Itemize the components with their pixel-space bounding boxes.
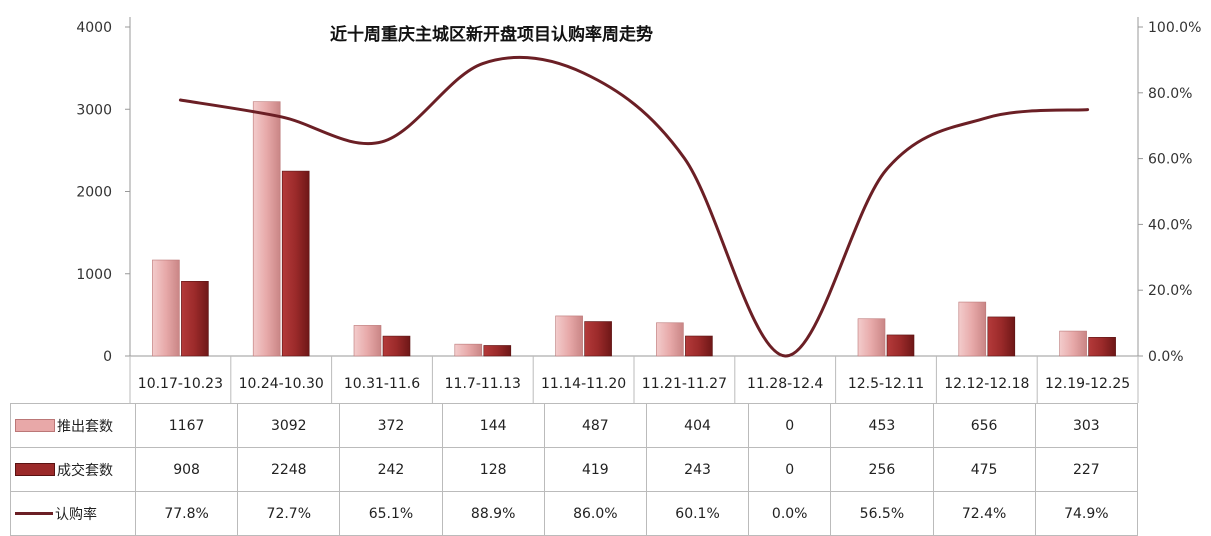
legend-swatch [15, 463, 55, 476]
bar-成交套数 [181, 281, 209, 357]
right-tick-label: 100.0% [1148, 20, 1201, 36]
table-row: 成交套数 908 2248 242 128 419 243 0 256 475 227 [10, 447, 1139, 492]
table-row: 推出套数 1167 3092 372 144 487 404 0 453 656 303 [10, 403, 1139, 448]
data-label: 60.1% [645, 491, 750, 536]
bar-成交套数 [584, 321, 612, 357]
data-label: 256 [830, 447, 934, 492]
bar-推出套数 [1059, 330, 1087, 357]
category-label: 11.21-11.27 [642, 376, 727, 392]
data-label: 86.0% [543, 491, 647, 536]
data-label: 72.7% [237, 491, 341, 536]
legend-swatch [15, 512, 53, 515]
category-label: 10.24-10.30 [239, 376, 324, 392]
bar-成交套数 [1088, 337, 1116, 357]
left-tick-label: 1000 [76, 267, 112, 283]
bar-推出套数 [656, 322, 684, 357]
category-label: 10.17-10.23 [138, 376, 223, 392]
right-tick-label: 60.0% [1148, 152, 1192, 168]
left-tick-label: 2000 [76, 185, 112, 201]
right-tick-label: 40.0% [1148, 217, 1192, 233]
data-label: 77.8% [134, 491, 239, 536]
data-label: 227 [1034, 447, 1139, 492]
legend-cell: 成交套数 [10, 447, 136, 492]
chart-plot: 0 1000 2000 3000 4000 0.0% 20.0% 40.0% 60.0% 80.0… [76, 17, 1201, 403]
category-label: 11.7-11.13 [445, 376, 521, 392]
data-label: 65.1% [339, 491, 443, 536]
data-label: 303 [1034, 403, 1139, 448]
data-label: 243 [645, 447, 750, 492]
data-label: 0 [748, 447, 832, 492]
bar-推出套数 [152, 259, 180, 357]
legend-swatch [15, 419, 55, 432]
data-label: 487 [543, 403, 647, 448]
bar-推出套数 [454, 343, 483, 357]
data-label: 0 [748, 403, 832, 448]
left-tick-label: 0 [103, 349, 112, 365]
legend-cell: 认购率 [10, 491, 136, 536]
data-label: 0.0% [748, 491, 832, 536]
category-label: 12.5-12.11 [848, 376, 924, 392]
bar-成交套数 [987, 316, 1016, 357]
data-label: 656 [932, 403, 1036, 448]
data-label: 404 [645, 403, 750, 448]
legend-cell: 推出套数 [10, 403, 136, 448]
data-label: 144 [441, 403, 545, 448]
data-label: 475 [932, 447, 1036, 492]
bar-推出套数 [857, 318, 886, 357]
bar-成交套数 [281, 170, 310, 357]
bar-成交套数 [483, 345, 512, 357]
left-tick-label: 3000 [76, 102, 112, 118]
table-row: 认购率 77.8% 72.7% 65.1% 88.9% 86.0% 60.1% 0.0% 56.… [10, 491, 1139, 536]
data-label: 72.4% [932, 491, 1036, 536]
data-label: 242 [339, 447, 443, 492]
category-label: 12.19-12.25 [1045, 376, 1130, 392]
bar-成交套数 [886, 334, 915, 357]
bar-推出套数 [555, 315, 583, 357]
left-tick-label: 4000 [76, 20, 112, 36]
line-认购率 [178, 55, 1090, 358]
data-label: 2248 [237, 447, 341, 492]
bar-推出套数 [252, 101, 281, 357]
category-label: 11.28-12.4 [747, 376, 823, 392]
chart-title: 近十周重庆主城区新开盘项目认购率周走势 [330, 25, 653, 45]
data-label: 1167 [134, 403, 239, 448]
right-tick-label: 20.0% [1148, 283, 1192, 299]
bar-成交套数 [685, 335, 713, 357]
data-label: 453 [830, 403, 934, 448]
data-label: 419 [543, 447, 647, 492]
data-table: 推出套数 1167 3092 372 144 487 404 0 453 656 303 成交套数 90… [10, 403, 1139, 536]
data-label: 908 [134, 447, 239, 492]
data-label: 74.9% [1034, 491, 1139, 536]
legend-label: 成交套数 [57, 462, 113, 479]
category-label: 12.12-12.18 [944, 376, 1029, 392]
legend-label: 认购率 [55, 506, 97, 523]
right-tick-label: 0.0% [1148, 349, 1184, 365]
bar-推出套数 [958, 301, 987, 357]
bar-成交套数 [382, 335, 411, 357]
bar-推出套数 [353, 325, 382, 357]
data-label: 128 [441, 447, 545, 492]
data-label: 3092 [237, 403, 341, 448]
right-tick-label: 80.0% [1148, 86, 1192, 102]
data-label: 88.9% [441, 491, 545, 536]
legend-label: 推出套数 [57, 418, 113, 435]
data-label: 372 [339, 403, 443, 448]
category-label: 10.31-11.6 [344, 376, 420, 392]
category-label: 11.14-11.20 [541, 376, 626, 392]
data-label: 56.5% [830, 491, 934, 536]
